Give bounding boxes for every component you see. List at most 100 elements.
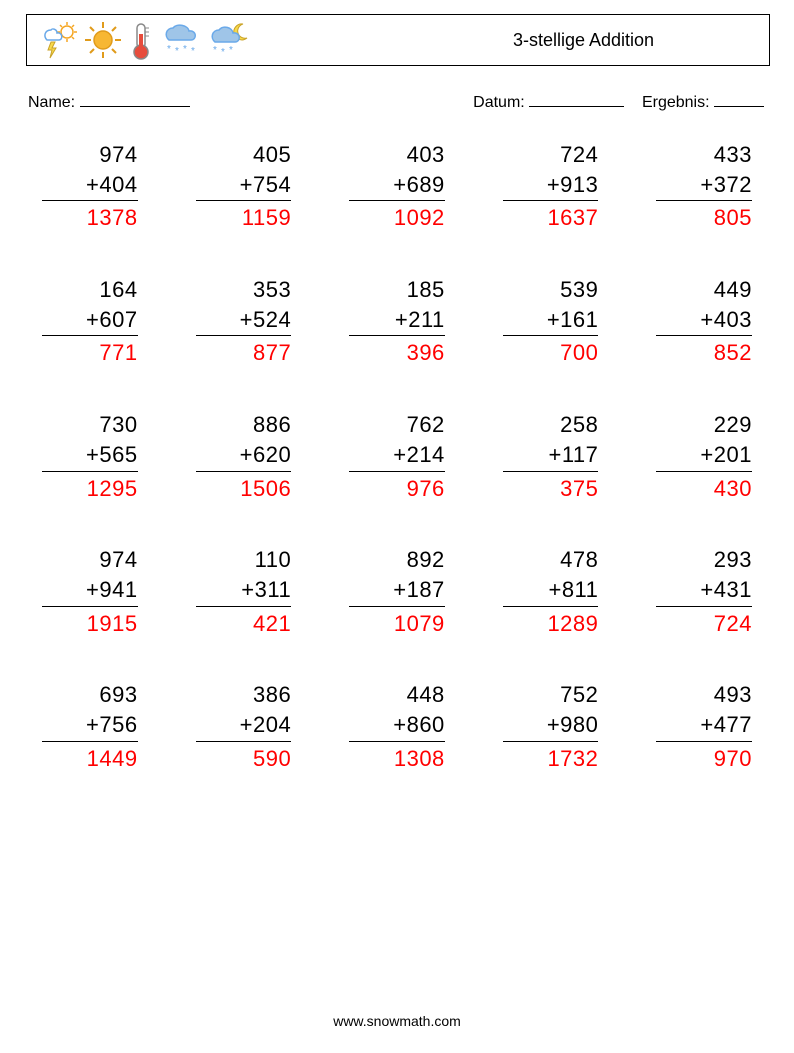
addition-problem: 693+7561449 [42, 680, 138, 773]
problems-grid: 974+4041378405+7541159403+6891092724+913… [42, 140, 752, 773]
answer: 430 [656, 472, 752, 504]
date-label: Datum: [473, 94, 525, 111]
operand-b: +311 [196, 575, 292, 607]
operand-b: +913 [503, 170, 599, 202]
lightning-sun-icon [39, 20, 79, 60]
operand-b: +941 [42, 575, 138, 607]
answer: 724 [656, 607, 752, 639]
operand-a: 258 [503, 410, 599, 440]
answer: 1289 [503, 607, 599, 639]
operand-a: 448 [349, 680, 445, 710]
addition-problem: 974+4041378 [42, 140, 138, 233]
operand-a: 353 [196, 275, 292, 305]
addition-problem: 724+9131637 [503, 140, 599, 233]
operand-b: +403 [656, 305, 752, 337]
operand-a: 185 [349, 275, 445, 305]
operand-b: +431 [656, 575, 752, 607]
operand-a: 110 [196, 545, 292, 575]
answer: 1295 [42, 472, 138, 504]
answer: 1308 [349, 742, 445, 774]
answer: 1732 [503, 742, 599, 774]
worksheet-title: 3-stellige Addition [398, 30, 769, 51]
operand-a: 974 [42, 545, 138, 575]
sun-icon [83, 20, 123, 60]
svg-text:*: * [221, 47, 225, 58]
operand-b: +756 [42, 710, 138, 742]
answer: 396 [349, 336, 445, 368]
addition-problem: 229+201430 [656, 410, 752, 503]
addition-problem: 258+117375 [503, 410, 599, 503]
addition-problem: 353+524877 [196, 275, 292, 368]
answer: 1915 [42, 607, 138, 639]
addition-problem: 493+477970 [656, 680, 752, 773]
operand-b: +524 [196, 305, 292, 337]
operand-a: 405 [196, 140, 292, 170]
operand-b: +372 [656, 170, 752, 202]
operand-b: +565 [42, 440, 138, 472]
addition-problem: 164+607771 [42, 275, 138, 368]
svg-text:*: * [167, 44, 171, 55]
operand-b: +214 [349, 440, 445, 472]
addition-problem: 762+214976 [349, 410, 445, 503]
operand-b: +201 [656, 440, 752, 472]
operand-b: +187 [349, 575, 445, 607]
operand-b: +117 [503, 440, 599, 472]
addition-problem: 405+7541159 [196, 140, 292, 233]
operand-a: 386 [196, 680, 292, 710]
addition-problem: 478+8111289 [503, 545, 599, 638]
operand-a: 724 [503, 140, 599, 170]
addition-problem: 386+204590 [196, 680, 292, 773]
answer: 1506 [196, 472, 292, 504]
answer: 1079 [349, 607, 445, 639]
answer: 1378 [42, 201, 138, 233]
addition-problem: 449+403852 [656, 275, 752, 368]
operand-b: +860 [349, 710, 445, 742]
answer: 805 [656, 201, 752, 233]
answer: 375 [503, 472, 599, 504]
operand-a: 293 [656, 545, 752, 575]
addition-problem: 539+161700 [503, 275, 599, 368]
addition-problem: 886+6201506 [196, 410, 292, 503]
answer: 1449 [42, 742, 138, 774]
operand-a: 693 [42, 680, 138, 710]
addition-problem: 403+6891092 [349, 140, 445, 233]
operand-b: +689 [349, 170, 445, 202]
result-blank [714, 92, 764, 107]
answer: 976 [349, 472, 445, 504]
operand-a: 449 [656, 275, 752, 305]
operand-a: 730 [42, 410, 138, 440]
addition-problem: 448+8601308 [349, 680, 445, 773]
answer: 1092 [349, 201, 445, 233]
operand-b: +980 [503, 710, 599, 742]
operand-a: 539 [503, 275, 599, 305]
answer: 970 [656, 742, 752, 774]
svg-text:*: * [191, 46, 195, 57]
answer: 1637 [503, 201, 599, 233]
operand-a: 762 [349, 410, 445, 440]
answer: 421 [196, 607, 292, 639]
worksheet-header: **** *** 3-stellige Addition [26, 14, 770, 66]
operand-a: 478 [503, 545, 599, 575]
answer: 590 [196, 742, 292, 774]
operand-b: +811 [503, 575, 599, 607]
operand-a: 892 [349, 545, 445, 575]
weather-icons: **** *** [27, 20, 251, 60]
operand-b: +161 [503, 305, 599, 337]
addition-problem: 974+9411915 [42, 545, 138, 638]
addition-problem: 892+1871079 [349, 545, 445, 638]
svg-text:*: * [229, 45, 233, 56]
cloud-snow-icon: **** [159, 20, 201, 60]
operand-a: 433 [656, 140, 752, 170]
cloud-moon-snow-icon: *** [205, 20, 251, 60]
operand-a: 974 [42, 140, 138, 170]
thermometer-icon [127, 20, 155, 60]
result-label: Ergebnis: [642, 94, 710, 111]
operand-b: +754 [196, 170, 292, 202]
svg-text:*: * [183, 44, 187, 55]
operand-a: 164 [42, 275, 138, 305]
operand-a: 229 [656, 410, 752, 440]
name-blank [80, 92, 190, 107]
addition-problem: 293+431724 [656, 545, 752, 638]
operand-a: 886 [196, 410, 292, 440]
addition-problem: 110+311421 [196, 545, 292, 638]
